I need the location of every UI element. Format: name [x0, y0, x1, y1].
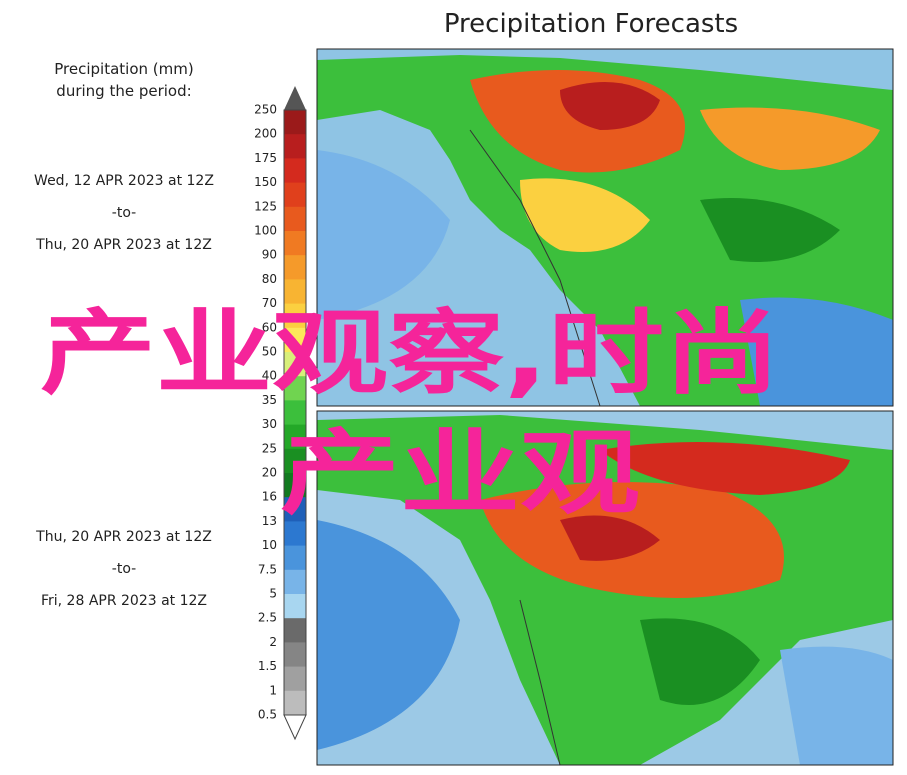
- map-frame: [316, 48, 894, 407]
- colorbar-cell: [284, 690, 306, 716]
- colorbar-label: 175: [254, 151, 277, 165]
- colorbar-label: 25: [262, 441, 277, 455]
- map-top: [317, 49, 893, 406]
- overlay-text: 产业观: [280, 420, 640, 527]
- colorbar-label: 80: [262, 272, 277, 286]
- overlay-text: 产业观察,时尚: [40, 300, 780, 407]
- colorbar-cell: [284, 473, 306, 498]
- colorbar-label: 60: [262, 320, 277, 334]
- colorbar-label: 70: [262, 296, 277, 310]
- colorbar-cell: [284, 134, 306, 159]
- period-line: Thu, 20 APR 2023 at 12Z: [35, 529, 212, 545]
- colorbar-cell: [284, 255, 306, 280]
- period-line: Wed, 12 APR 2023 at 12Z: [34, 173, 214, 189]
- colorbar-label: 1.5: [258, 659, 277, 673]
- colorbar-label: 1: [269, 683, 277, 697]
- colorbar-label: 150: [254, 175, 277, 189]
- colorbar-cell: [284, 279, 306, 305]
- colorbar-cell: [284, 110, 306, 135]
- colorbar-cell: [284, 497, 306, 522]
- colorbar-label: 13: [262, 514, 277, 528]
- colorbar-label: 50: [262, 345, 277, 359]
- colorbar-cell: [284, 545, 306, 571]
- colorbar-label: 40: [262, 369, 277, 383]
- colorbar-frame: [283, 109, 307, 716]
- colorbar-cell: [284, 618, 306, 643]
- colorbar-label: 90: [262, 248, 277, 262]
- colorbar-cell: [284, 424, 306, 450]
- colorbar-cell: [284, 376, 306, 401]
- colorbar-cell: [284, 448, 306, 474]
- colorbar-cell: [284, 569, 306, 595]
- legend-title: Precipitation (mm): [54, 60, 193, 78]
- colorbar-cell: [284, 231, 306, 256]
- periods: Wed, 12 APR 2023 at 12Z -to- Thu, 20 APR 2…: [34, 173, 214, 609]
- colorbar-cell: [284, 327, 306, 353]
- colorbar-label: 20: [262, 466, 277, 480]
- colorbar-label: 30: [262, 417, 277, 431]
- colorbar-cell: [284, 594, 306, 619]
- colorbar-label: 250: [254, 103, 277, 117]
- colorbar-cell: [284, 158, 306, 184]
- colorbar-label: 2: [269, 635, 277, 649]
- period-line: Thu, 20 APR 2023 at 12Z: [35, 237, 212, 253]
- period-line: Fri, 28 APR 2023 at 12Z: [41, 593, 207, 609]
- map-bottom: [317, 411, 893, 765]
- colorbar-cell: [284, 206, 306, 232]
- colorbar-label: 35: [262, 393, 277, 407]
- colorbar-label: 10: [262, 538, 277, 552]
- colorbar-label: 125: [254, 199, 277, 213]
- colorbar-label: 0.5: [258, 708, 277, 722]
- title: Precipitation Forecasts: [444, 9, 738, 39]
- colorbar-cell: [284, 182, 306, 208]
- colorbar-label: 200: [254, 127, 277, 141]
- colorbar-cell: [284, 400, 306, 426]
- legend-title: during the period:: [56, 82, 191, 100]
- colorbar-cell: [284, 666, 306, 692]
- period-line: -to-: [112, 561, 136, 577]
- colorbar-label: 7.5: [258, 562, 277, 576]
- colorbar-label: 16: [262, 490, 277, 504]
- map-frame: [316, 410, 894, 766]
- colorbar-cell: [284, 521, 306, 547]
- colorbar-bottom: [283, 714, 307, 741]
- colorbar-cell: [284, 642, 306, 668]
- colorbar-label: 100: [254, 224, 277, 238]
- colorbar-label: 2.5: [258, 611, 277, 625]
- colorbar: 2502001751501251009080706050403530252016…: [254, 103, 307, 722]
- colorbar-top: [284, 86, 306, 110]
- period-line: -to-: [112, 205, 136, 221]
- colorbar-label: 5: [269, 587, 277, 601]
- colorbar-cell: [284, 352, 306, 377]
- colorbar-cell: [284, 303, 306, 329]
